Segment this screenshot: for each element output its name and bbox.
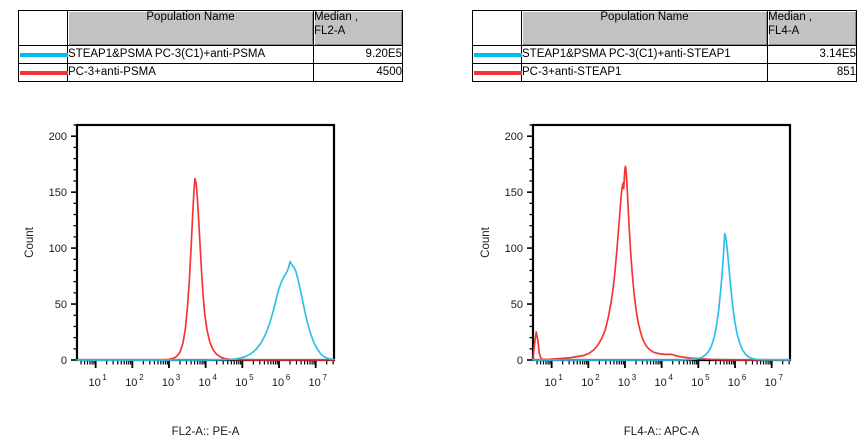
- legend-header-row: Population Name Median , FL4-A: [472, 10, 857, 46]
- legend-population-name: STEAP1&PSMA PC-3(C1)+anti-PSMA: [67, 45, 314, 64]
- x-tick-label: 10: [655, 377, 667, 389]
- x-tick-label: 10: [162, 377, 174, 389]
- histogram-plot-fl4: 0 50 100 150 200 10 1 10 2 10 3 10 4 10 5 10 6 10 7 Count FL…: [434, 115, 867, 445]
- legend-population-name: PC-3+anti-STEAP1: [521, 63, 768, 82]
- legend-header-median-line1: Median ,: [314, 11, 359, 23]
- y-tick-label: 200: [49, 131, 67, 143]
- y-tick-label: 150: [49, 187, 67, 199]
- legend-median-value: 9.20E5: [313, 45, 403, 64]
- x-tick-exponent: 7: [322, 373, 327, 382]
- x-tick-exponent: 3: [176, 373, 181, 382]
- table-row: STEAP1&PSMA PC-3(C1)+anti-PSMA 9.20E5: [18, 45, 403, 64]
- y-tick-label: 100: [505, 243, 523, 255]
- histogram-trace: [76, 260, 335, 361]
- x-tick-exponent: 6: [742, 373, 747, 382]
- legend-population-name: PC-3+anti-PSMA: [67, 63, 314, 82]
- x-tick-exponent: 2: [595, 373, 600, 382]
- x-tick-exponent: 4: [668, 373, 673, 382]
- x-tick-exponent: 7: [778, 373, 783, 382]
- histogram-plot-fl2: 0 50 100 150 200 10 1 10 2 10 3 10 4 10 5 10 6 10 7 Count FL…: [0, 115, 433, 445]
- x-tick-label: 10: [309, 377, 321, 389]
- x-tick-exponent: 5: [705, 373, 710, 382]
- legend-swatch-cell: [18, 63, 68, 82]
- y-tick-label: 0: [61, 355, 67, 367]
- x-tick-label: 10: [545, 377, 557, 389]
- legend-table-left: Population Name Median , FL2-A STEAP1&PS…: [18, 10, 403, 82]
- legend-header-median: Median , FL4-A: [767, 10, 857, 46]
- legend-color-swatch-red: [474, 70, 522, 75]
- x-tick-label: 10: [272, 377, 284, 389]
- x-tick-label: 10: [765, 377, 777, 389]
- y-axis-title: Count: [480, 226, 492, 257]
- legend-header-swatch: [472, 10, 522, 46]
- legend-swatch-cell: [472, 63, 522, 82]
- x-tick-label: 10: [125, 377, 137, 389]
- histogram-trace: [532, 165, 791, 361]
- x-tick-label: 10: [199, 377, 211, 389]
- x-tick-exponent: 4: [212, 373, 217, 382]
- x-tick-exponent: 3: [632, 373, 637, 382]
- x-tick-exponent: 5: [249, 373, 254, 382]
- x-axis-title: FL4-A:: APC-A: [624, 426, 700, 438]
- legend-header-median-line2: FL4-A: [768, 24, 800, 37]
- y-tick-label: 100: [49, 243, 67, 255]
- x-tick-label: 10: [89, 377, 101, 389]
- legend-header-median-line1: Median ,: [768, 11, 813, 23]
- y-tick-label: 150: [505, 187, 523, 199]
- legend-median-value: 3.14E5: [767, 45, 857, 64]
- panel-fl2-pe: Population Name Median , FL2-A STEAP1&PS…: [0, 0, 433, 443]
- x-tick-label: 10: [581, 377, 593, 389]
- legend-header-row: Population Name Median , FL2-A: [18, 10, 403, 46]
- legend-header-population: Population Name: [67, 10, 314, 46]
- x-tick-exponent: 6: [286, 373, 291, 382]
- legend-header-population: Population Name: [521, 10, 768, 46]
- x-tick-label: 10: [691, 377, 703, 389]
- histogram-trace: [532, 232, 791, 361]
- table-row: PC-3+anti-PSMA 4500: [18, 63, 403, 82]
- legend-header-swatch: [18, 10, 68, 46]
- x-tick-label: 10: [235, 377, 247, 389]
- x-tick-exponent: 2: [139, 373, 144, 382]
- legend-median-value: 4500: [313, 63, 403, 82]
- x-tick-exponent: 1: [102, 373, 107, 382]
- panel-fl4-apc: Population Name Median , FL4-A STEAP1&PS…: [434, 0, 867, 443]
- legend-swatch-cell: [18, 45, 68, 64]
- x-axis-title: FL2-A:: PE-A: [172, 426, 240, 438]
- x-tick-label: 10: [618, 377, 630, 389]
- table-row: PC-3+anti-STEAP1 851: [472, 63, 857, 82]
- legend-color-swatch-red: [20, 70, 68, 75]
- y-tick-label: 50: [55, 299, 67, 311]
- y-tick-label: 200: [505, 131, 523, 143]
- y-tick-label: 50: [511, 299, 523, 311]
- x-tick-label: 10: [728, 377, 740, 389]
- legend-population-name: STEAP1&PSMA PC-3(C1)+anti-STEAP1: [521, 45, 768, 64]
- legend-median-value: 851: [767, 63, 857, 82]
- legend-color-swatch-cyan: [474, 52, 522, 57]
- y-axis-title: Count: [24, 226, 36, 257]
- legend-table-right: Population Name Median , FL4-A STEAP1&PS…: [472, 10, 857, 82]
- legend-header-median-line2: FL2-A: [314, 24, 346, 37]
- table-row: STEAP1&PSMA PC-3(C1)+anti-STEAP1 3.14E5: [472, 45, 857, 64]
- x-tick-exponent: 1: [558, 373, 563, 382]
- legend-swatch-cell: [472, 45, 522, 64]
- legend-color-swatch-cyan: [20, 52, 68, 57]
- y-tick-label: 0: [517, 355, 523, 367]
- legend-header-median: Median , FL2-A: [313, 10, 403, 46]
